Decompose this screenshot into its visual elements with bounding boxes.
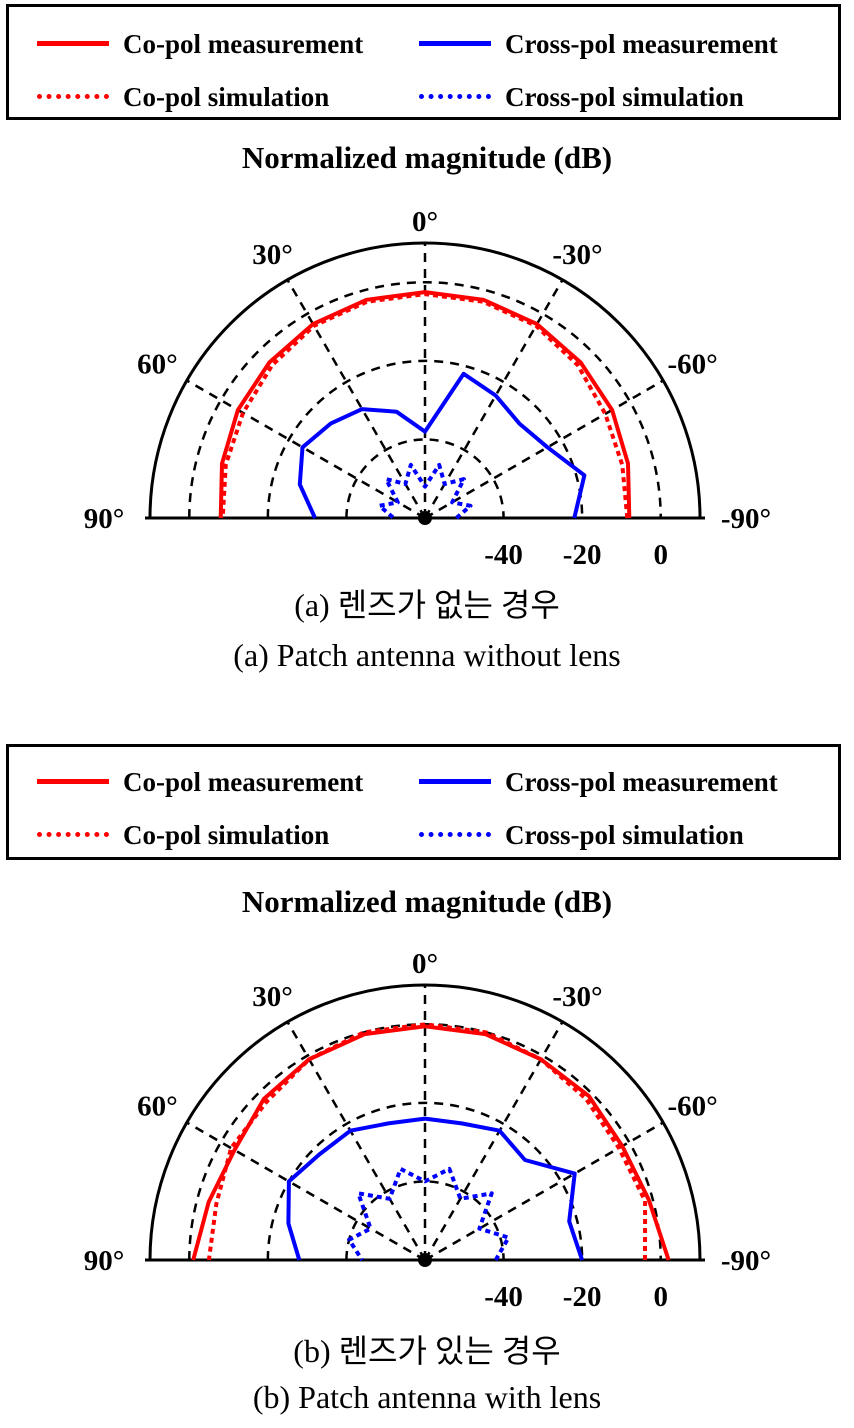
center-dot [418, 1253, 432, 1267]
legend-co-sim: Co-pol simulation [37, 79, 329, 112]
panel-a: Co-pol measurement Cross-pol measurement… [0, 0, 854, 700]
angle-tick-label: 30° [252, 981, 293, 1013]
legend-swatch-cross-meas [419, 779, 491, 785]
legend-swatch-co-sim [37, 94, 109, 100]
series-co-pol-simulation [220, 292, 630, 519]
legend-co-sim: Co-pol simulation [37, 817, 329, 850]
legend-swatch-cross-meas [419, 41, 491, 47]
legend-b: Co-pol measurement Cross-pol measurement… [6, 744, 841, 860]
center-dot [418, 511, 432, 525]
radial-tick-label: -20 [563, 1281, 602, 1313]
angle-tick-label: 90° [84, 503, 125, 535]
series-cross-pol-simulation [347, 1166, 511, 1262]
legend-cross-meas: Cross-pol measurement [419, 26, 778, 59]
series-cross-pol-measurement [286, 1116, 584, 1261]
legend-swatch-cross-sim [419, 94, 491, 100]
grid-spoke [423, 279, 564, 519]
panel-b: Co-pol measurement Cross-pol measurement… [0, 742, 854, 1428]
polar-grid [145, 241, 705, 520]
angle-tick-label: -90° [721, 1245, 771, 1277]
legend-swatch-co-meas [37, 41, 109, 47]
grid-spoke [286, 279, 427, 519]
angle-tick-label: 90° [84, 1245, 125, 1277]
grid-spoke [186, 379, 426, 520]
angle-tick-label: 0° [412, 948, 438, 980]
grid-spoke [286, 1021, 427, 1261]
legend-swatch-co-meas [37, 779, 109, 785]
legend-swatch-cross-sim [419, 832, 491, 838]
caption-ko-b: (b) 렌즈가 있는 경우 [293, 1333, 561, 1369]
angle-tick-label: 60° [137, 349, 178, 381]
angle-tick-label: 0° [412, 206, 438, 238]
polar-chart-b: 0° 30° -30° 60° -60° 90° -90° -40 -20 0 [84, 948, 771, 1313]
grid-spoke [423, 1021, 564, 1261]
grid-circle [345, 438, 505, 519]
legend-cross-sim: Cross-pol simulation [419, 817, 744, 850]
radial-tick-label: -20 [563, 539, 602, 571]
legend-swatch-co-sim [37, 832, 109, 838]
series-cross-pol-measurement [297, 371, 587, 519]
legend-cross-sim: Cross-pol simulation [419, 79, 744, 112]
radial-tick-label: 0 [653, 1281, 668, 1313]
angle-tick-label: 30° [252, 239, 293, 271]
radial-tick-label: -40 [484, 539, 523, 571]
grid-spoke [186, 1121, 426, 1262]
grid-circle [345, 1180, 505, 1261]
angle-tick-label: -30° [552, 981, 602, 1013]
grid-circle [266, 1101, 584, 1261]
angle-tick-label: -90° [721, 503, 771, 535]
angle-tick-label: -30° [552, 239, 602, 271]
legend-cross-meas: Cross-pol measurement [419, 764, 778, 797]
chart-title-a: Normalized magnitude (dB) [241, 140, 613, 175]
grid-spoke [424, 379, 664, 520]
chart-title-b: Normalized magnitude (dB) [241, 884, 613, 919]
legend-a: Co-pol measurement Cross-pol measurement… [6, 4, 841, 120]
series-co-pol-simulation [206, 1022, 648, 1261]
polar-chart-a: 0° 30° -30° 60° -60° 90° -90° -40 -20 0 [84, 206, 771, 571]
legend-co-meas: Co-pol measurement [37, 26, 363, 59]
caption-en-a: (a) Patch antenna without lens [233, 637, 621, 673]
radial-tick-label: -40 [484, 1281, 523, 1313]
grid-circle [188, 281, 662, 519]
angle-tick-label: -60° [667, 1091, 717, 1123]
series-co-pol-measurement [191, 1024, 671, 1261]
legend-co-meas: Co-pol measurement [37, 764, 363, 797]
caption-ko-a: (a) 렌즈가 없는 경우 [294, 587, 560, 623]
angle-tick-label: -60° [667, 349, 717, 381]
angle-tick-label: 60° [137, 1091, 178, 1123]
series-cross-pol-simulation [377, 462, 473, 520]
grid-circle [188, 1023, 662, 1261]
radial-tick-label: 0 [653, 539, 668, 571]
grid-circle [266, 359, 584, 519]
caption-en-b: (b) Patch antenna with lens [252, 1379, 602, 1415]
